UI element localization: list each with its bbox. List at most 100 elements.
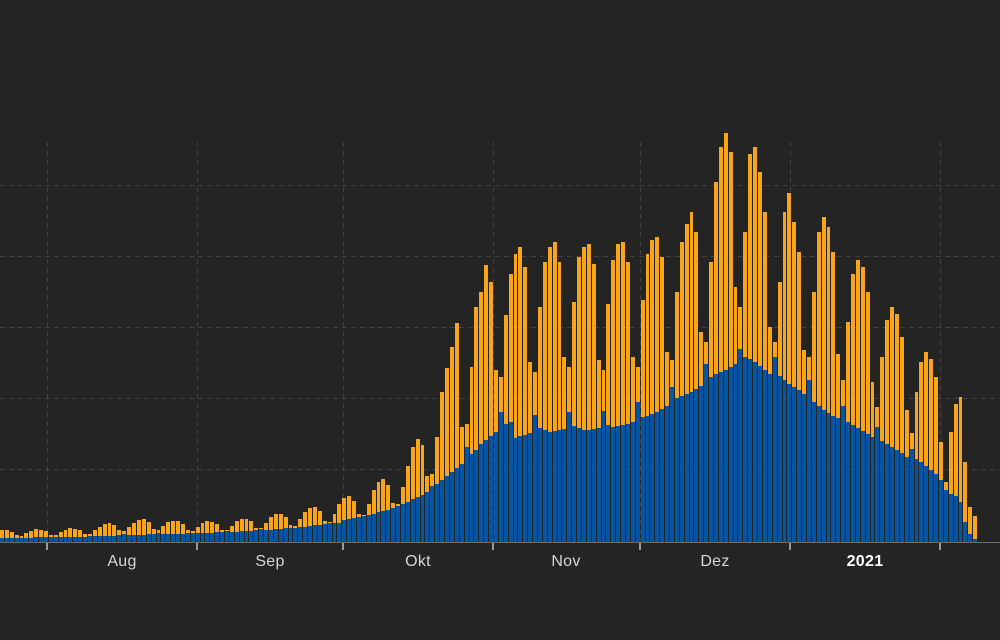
bar-day-148[interactable] bbox=[723, 133, 728, 542]
bar-day-183[interactable] bbox=[894, 314, 899, 542]
bar-day-60[interactable] bbox=[293, 526, 298, 542]
bar-day-14[interactable] bbox=[68, 528, 73, 542]
bar-day-151[interactable] bbox=[738, 307, 743, 542]
bar-day-55[interactable] bbox=[268, 517, 273, 542]
bar-day-83[interactable] bbox=[405, 466, 410, 542]
bar-day-9[interactable] bbox=[44, 531, 48, 542]
bar-day-45[interactable] bbox=[220, 530, 224, 542]
bar-day-94[interactable] bbox=[459, 427, 464, 542]
bar-day-57[interactable] bbox=[278, 514, 283, 542]
bar-day-15[interactable] bbox=[73, 529, 78, 542]
bar-day-119[interactable] bbox=[581, 247, 586, 542]
bar-day-67[interactable] bbox=[327, 522, 332, 542]
bar-day-150[interactable] bbox=[733, 287, 738, 542]
bar-day-82[interactable] bbox=[401, 487, 405, 542]
bar-day-50[interactable] bbox=[244, 519, 249, 542]
bar-day-181[interactable] bbox=[885, 320, 890, 542]
bar-day-190[interactable] bbox=[929, 359, 934, 542]
bar-day-134[interactable] bbox=[655, 237, 660, 542]
bar-day-62[interactable] bbox=[303, 512, 308, 542]
bar-day-43[interactable] bbox=[210, 522, 215, 542]
bar-day-131[interactable] bbox=[640, 300, 645, 542]
bar-day-38[interactable] bbox=[185, 530, 190, 542]
bar-day-33[interactable] bbox=[161, 526, 166, 542]
bar-day-81[interactable] bbox=[396, 504, 401, 542]
bar-day-118[interactable] bbox=[577, 257, 581, 542]
bar-day-178[interactable] bbox=[870, 382, 875, 542]
bar-day-171[interactable] bbox=[836, 354, 841, 542]
bar-day-93[interactable] bbox=[454, 323, 459, 542]
bar-day-13[interactable] bbox=[63, 530, 68, 542]
bar-day-27[interactable] bbox=[132, 523, 136, 542]
bar-day-41[interactable] bbox=[200, 523, 205, 542]
bar-day-169[interactable] bbox=[826, 227, 831, 542]
bar-day-186[interactable] bbox=[909, 433, 914, 542]
bar-day-189[interactable] bbox=[924, 352, 929, 542]
bar-day-176[interactable] bbox=[860, 267, 865, 542]
bar-day-66[interactable] bbox=[322, 521, 327, 542]
bar-day-179[interactable] bbox=[875, 407, 880, 542]
bar-day-96[interactable] bbox=[469, 367, 474, 542]
bar-day-167[interactable] bbox=[816, 232, 821, 542]
bar-day-112[interactable] bbox=[547, 247, 552, 542]
bar-day-32[interactable] bbox=[156, 530, 161, 542]
bar-day-139[interactable] bbox=[679, 242, 684, 542]
bar-day-155[interactable] bbox=[758, 172, 762, 542]
bar-day-146[interactable] bbox=[714, 182, 718, 542]
bar-day-182[interactable] bbox=[890, 307, 894, 542]
bar-day-194[interactable] bbox=[948, 432, 953, 542]
bar-day-123[interactable] bbox=[601, 370, 606, 542]
bar-day-72[interactable] bbox=[352, 501, 357, 542]
bar-day-129[interactable] bbox=[630, 357, 635, 542]
bar-day-52[interactable] bbox=[254, 528, 259, 542]
bar-day-185[interactable] bbox=[904, 410, 909, 542]
bar-day-130[interactable] bbox=[635, 367, 640, 542]
bar-day-154[interactable] bbox=[753, 147, 758, 542]
bar-day-106[interactable] bbox=[518, 247, 523, 542]
bar-day-159[interactable] bbox=[777, 282, 782, 542]
bar-day-108[interactable] bbox=[528, 362, 533, 542]
bar-day-122[interactable] bbox=[596, 360, 601, 542]
bar-day-196[interactable] bbox=[958, 397, 963, 542]
bar-day-76[interactable] bbox=[371, 490, 376, 542]
bar-day-144[interactable] bbox=[704, 342, 709, 542]
bar-day-26[interactable] bbox=[127, 527, 132, 542]
bar-day-46[interactable] bbox=[224, 530, 229, 542]
bar-day-116[interactable] bbox=[567, 367, 572, 542]
bar-day-28[interactable] bbox=[136, 520, 141, 542]
bar-day-142[interactable] bbox=[694, 232, 699, 542]
bar-day-23[interactable] bbox=[112, 525, 117, 542]
bar-day-2[interactable] bbox=[9, 532, 14, 542]
bar-day-111[interactable] bbox=[542, 262, 547, 542]
bar-day-188[interactable] bbox=[919, 362, 924, 542]
bar-day-75[interactable] bbox=[366, 504, 371, 542]
bar-day-10[interactable] bbox=[48, 535, 53, 542]
bar-day-92[interactable] bbox=[449, 347, 454, 542]
bar-day-164[interactable] bbox=[802, 350, 806, 542]
bar-day-197[interactable] bbox=[963, 462, 968, 542]
bar-day-84[interactable] bbox=[410, 447, 415, 542]
bar-day-3[interactable] bbox=[14, 535, 19, 542]
bar-day-1[interactable] bbox=[4, 530, 9, 542]
bar-day-61[interactable] bbox=[298, 519, 303, 542]
bar-day-12[interactable] bbox=[58, 532, 63, 542]
bar-day-59[interactable] bbox=[288, 525, 293, 542]
bar-day-125[interactable] bbox=[611, 260, 616, 542]
bar-day-135[interactable] bbox=[660, 257, 665, 542]
bar-day-49[interactable] bbox=[239, 519, 244, 542]
bar-day-113[interactable] bbox=[552, 242, 557, 542]
bar-day-35[interactable] bbox=[171, 521, 176, 542]
bar-day-40[interactable] bbox=[195, 527, 200, 542]
bar-day-48[interactable] bbox=[234, 521, 239, 542]
bar-day-90[interactable] bbox=[440, 392, 445, 542]
bar-day-172[interactable] bbox=[841, 380, 846, 542]
bar-day-160[interactable] bbox=[782, 212, 787, 542]
bar-day-6[interactable] bbox=[29, 531, 34, 542]
bar-day-16[interactable] bbox=[78, 530, 83, 542]
bar-day-184[interactable] bbox=[899, 337, 904, 542]
bar-day-86[interactable] bbox=[420, 445, 425, 542]
bar-day-25[interactable] bbox=[122, 531, 127, 542]
bar-day-191[interactable] bbox=[934, 377, 938, 542]
bar-day-37[interactable] bbox=[180, 524, 185, 542]
bar-day-117[interactable] bbox=[572, 302, 577, 542]
